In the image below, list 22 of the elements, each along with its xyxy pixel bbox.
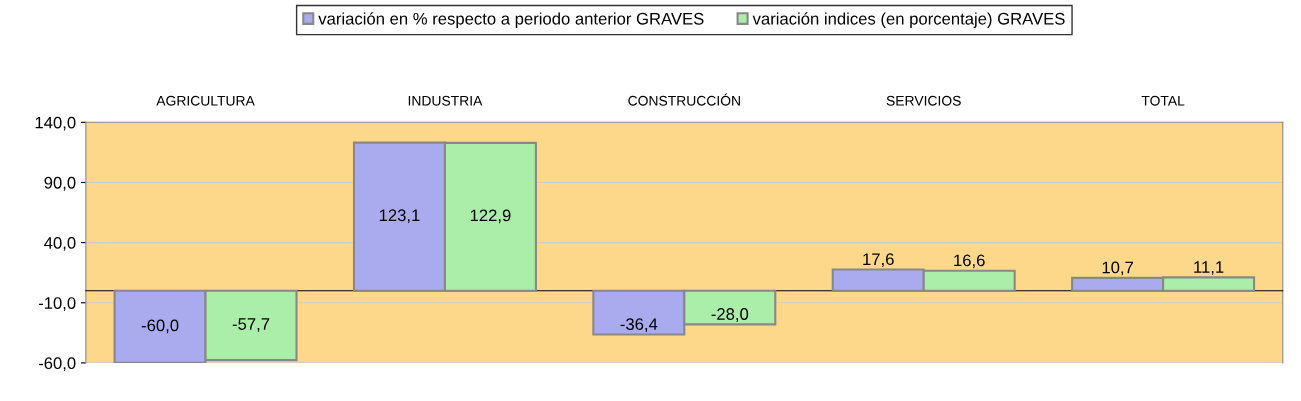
y-tick-label: 40,0 — [44, 237, 76, 251]
data-label: -57,7 — [232, 318, 270, 332]
data-label: 17,6 — [863, 253, 894, 268]
x-tick-label: INDUSTRIA — [408, 95, 483, 106]
y-tick-label: -10,0 — [38, 297, 76, 311]
y-tick-label: 140,0 — [35, 116, 76, 131]
legend-label: variación indices (en porcentaje) GRAVES — [752, 12, 1065, 28]
x-tick-label: AGRICULTURA — [156, 95, 255, 106]
data-label: -36,4 — [620, 318, 658, 332]
x-tick-label: CONSTRUCCIÓN — [628, 93, 740, 106]
y-tick-label: 90,0 — [44, 176, 76, 191]
data-label: 122,9 — [470, 209, 511, 224]
data-label: 123,1 — [379, 209, 420, 224]
data-label: 16,6 — [954, 254, 985, 269]
data-label: 10,7 — [1102, 261, 1133, 276]
data-label: -60,0 — [141, 319, 179, 334]
data-label: -28,0 — [711, 308, 749, 322]
y-tick-label: -60,0 — [38, 357, 76, 372]
data-label: 11,1 — [1194, 261, 1224, 275]
x-tick-label: SERVICIOS — [886, 95, 961, 106]
legend-label: variación en % respecto a periodo anterior GRAVES — [318, 12, 704, 28]
x-tick-label: TOTAL — [1141, 95, 1185, 106]
